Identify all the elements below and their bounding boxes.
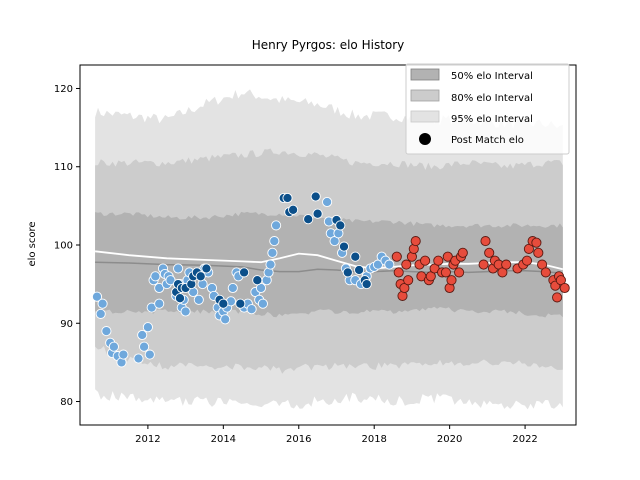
post-match-elo-point: [342, 267, 353, 278]
post-match-elo-point: [218, 298, 229, 309]
post-match-elo-point: [144, 349, 155, 360]
post-match-elo-point: [303, 214, 314, 225]
post-match-elo-point: [288, 204, 299, 215]
post-match-elo-point: [227, 282, 238, 294]
post-match-elo-point: [393, 267, 404, 278]
y-tick-label: 80: [60, 397, 73, 408]
x-tick-label: 2014: [211, 434, 236, 445]
post-match-elo-point: [420, 255, 431, 266]
post-match-elo-point: [478, 259, 489, 270]
y-tick-label: 90: [60, 319, 73, 330]
post-match-elo-point: [193, 294, 204, 305]
post-match-elo-point: [174, 293, 186, 304]
post-match-elo-point: [267, 247, 278, 258]
legend-label-post: Post Match elo: [451, 135, 524, 146]
post-match-elo-point: [154, 298, 165, 309]
y-tick-label: 120: [54, 84, 73, 95]
legend-label-95: 95% elo Interval: [451, 114, 533, 125]
post-match-elo-point: [108, 341, 119, 352]
post-match-elo-point: [246, 304, 257, 315]
x-tick-label: 2018: [361, 434, 386, 445]
post-match-elo-point: [142, 322, 153, 333]
legend-swatch-95: [410, 110, 440, 123]
post-match-elo-point: [312, 208, 323, 219]
post-match-elo-point: [257, 298, 268, 309]
legend-label-80: 80% elo Interval: [451, 93, 533, 104]
post-match-elo-point: [457, 247, 468, 258]
post-match-elo-point: [322, 196, 333, 208]
post-match-elo-point: [97, 298, 108, 309]
post-match-elo-point: [235, 298, 246, 309]
post-match-elo-point: [282, 192, 293, 204]
post-match-elo-point: [433, 255, 444, 266]
post-match-elo-point: [484, 247, 495, 258]
post-match-elo-point: [335, 220, 346, 231]
post-match-elo-point: [180, 306, 191, 317]
legend-label-50: 50% elo Interval: [451, 71, 533, 82]
post-match-elo-point: [531, 237, 542, 248]
y-tick-label: 110: [54, 162, 73, 173]
post-match-elo-point: [521, 255, 533, 266]
x-tick-label: 2020: [437, 434, 462, 445]
post-match-elo-point: [391, 251, 402, 262]
x-tick-label: 2022: [512, 434, 537, 445]
post-match-elo-point: [410, 236, 421, 247]
legend-swatch-80: [410, 89, 440, 102]
post-match-elo-point: [454, 267, 465, 278]
post-match-elo-point: [201, 263, 212, 274]
post-match-elo-point: [239, 267, 250, 278]
y-axis-title: elo score: [27, 221, 38, 266]
legend: 50% elo Interval 80% elo Interval 95% el…: [405, 63, 570, 155]
post-match-elo-point: [252, 275, 263, 286]
post-match-elo-point: [271, 220, 282, 231]
legend-swatch-50: [410, 68, 440, 81]
x-tick-label: 2016: [286, 434, 311, 445]
plot-area: 2012 2014 2016 2018 2020 2022 80 90 100 110 120: [54, 64, 577, 445]
post-match-elo-point: [195, 271, 206, 282]
post-match-elo-point: [403, 275, 414, 286]
chart-title: Henry Pyrgos: elo History: [252, 38, 405, 52]
post-match-elo-point: [265, 259, 276, 270]
legend-marker-post: [419, 133, 431, 145]
post-match-elo-point: [361, 279, 372, 290]
post-match-elo-point: [401, 259, 412, 270]
post-match-elo-point: [533, 247, 544, 258]
post-match-elo-point: [91, 291, 103, 302]
post-match-elo-point: [384, 259, 395, 270]
post-match-elo-point: [269, 236, 280, 247]
post-match-elo-point: [173, 263, 184, 274]
y-tick-label: 100: [54, 241, 73, 252]
post-match-elo-point: [95, 308, 106, 319]
post-match-elo-point: [220, 314, 231, 325]
post-match-elo-point: [118, 349, 129, 360]
post-match-elo-point: [559, 282, 570, 294]
x-tick-label: 2012: [135, 434, 160, 445]
post-match-elo-point: [552, 292, 563, 303]
post-match-elo-point: [101, 326, 112, 337]
post-match-elo-point: [480, 236, 491, 247]
legend-frame: [405, 63, 570, 155]
post-match-elo-point: [354, 264, 365, 276]
post-match-elo-point: [338, 241, 350, 252]
post-match-elo-point: [310, 191, 321, 202]
post-match-elo-point: [440, 267, 451, 278]
post-match-elo-point: [133, 353, 144, 364]
post-match-elo-point: [501, 259, 512, 270]
post-match-elo-point: [139, 341, 150, 352]
post-match-elo-point: [350, 251, 361, 262]
post-match-elo-point: [150, 271, 161, 282]
post-match-elo-point: [540, 267, 551, 278]
post-match-elo-point: [446, 275, 457, 286]
post-match-elo-point: [137, 329, 148, 341]
